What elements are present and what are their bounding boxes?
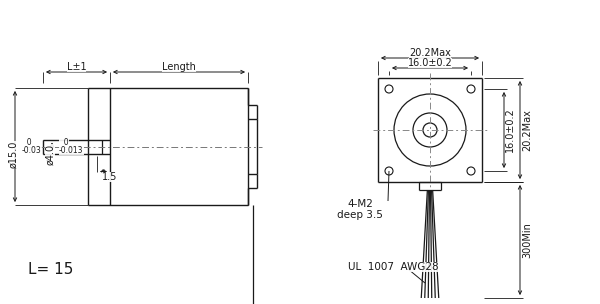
Text: Length: Length xyxy=(162,62,196,72)
Text: 300Min: 300Min xyxy=(522,222,532,258)
Text: ø15.0: ø15.0 xyxy=(8,140,18,168)
Text: L= 15: L= 15 xyxy=(28,262,73,278)
Text: 1.5: 1.5 xyxy=(102,171,117,181)
Text: UL  1007  AWG28: UL 1007 AWG28 xyxy=(348,262,439,272)
Text: 16.0±0.2: 16.0±0.2 xyxy=(505,108,515,152)
Text: 20.2Max: 20.2Max xyxy=(522,109,532,151)
Text: L±1: L±1 xyxy=(67,62,86,72)
Text: 4-M2: 4-M2 xyxy=(347,199,373,209)
Text: -0.013: -0.013 xyxy=(59,146,83,155)
Text: 20.2Max: 20.2Max xyxy=(409,48,451,58)
Text: 16.0±0.2: 16.0±0.2 xyxy=(407,58,452,68)
Text: deep 3.5: deep 3.5 xyxy=(337,210,383,220)
Text: -0.03: -0.03 xyxy=(22,146,42,155)
Text: 0: 0 xyxy=(22,138,32,147)
Text: ø4.0: ø4.0 xyxy=(45,143,55,165)
Text: 0: 0 xyxy=(59,138,68,147)
